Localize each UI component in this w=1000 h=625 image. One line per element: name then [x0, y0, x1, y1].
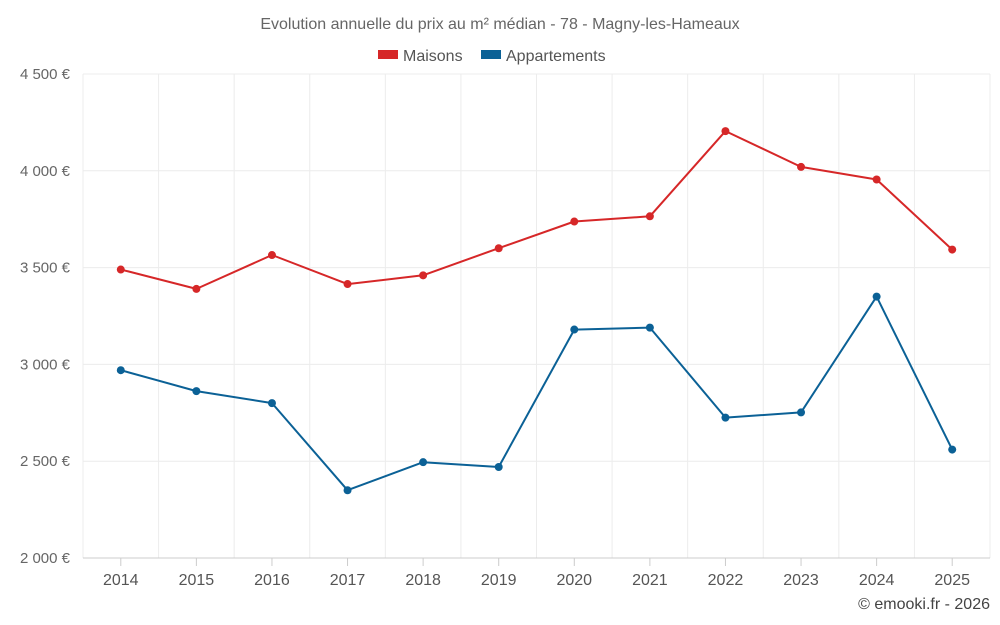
data-point-maisons[interactable]: [797, 162, 806, 171]
x-tick-label: 2016: [254, 572, 290, 589]
y-axis: 2 000 € 2 500 € 3 000 € 3 500 € 4 000 € 4 500…: [20, 66, 71, 567]
data-point-maisons[interactable]: [494, 244, 503, 253]
series-line-appartements: [120, 295, 954, 492]
y-tick-label: 2 000 €: [20, 550, 71, 567]
data-point-appartements[interactable]: [872, 292, 881, 301]
x-tick-label: 2022: [708, 572, 744, 589]
legend-swatch-appartements: [481, 50, 501, 59]
data-point-maisons[interactable]: [267, 251, 276, 260]
data-point-appartements[interactable]: [645, 323, 654, 332]
data-point-appartements[interactable]: [419, 458, 428, 467]
data-point-appartements[interactable]: [570, 325, 579, 334]
data-point-maisons[interactable]: [343, 280, 352, 289]
legend-label-maisons[interactable]: Maisons: [403, 48, 463, 65]
data-point-appartements[interactable]: [116, 366, 125, 375]
data-point-maisons[interactable]: [192, 284, 201, 293]
series-appartements: [116, 292, 957, 495]
x-axis: 2014 2015 2016 2017 2018 2019 2020 2021 2022 2023…: [83, 557, 990, 589]
y-tick-label: 4 000 €: [20, 163, 71, 180]
y-tick-label: 3 000 €: [20, 356, 71, 373]
x-tick-label: 2020: [556, 572, 592, 589]
legend-swatch-maisons: [378, 50, 398, 59]
data-point-maisons[interactable]: [721, 127, 730, 136]
data-point-appartements[interactable]: [192, 387, 201, 396]
data-point-appartements[interactable]: [343, 486, 352, 495]
legend[interactable]: Maisons Appartements: [378, 48, 606, 65]
x-tick-label: 2021: [632, 572, 668, 589]
y-tick-label: 3 500 €: [20, 260, 71, 277]
x-tick-label: 2019: [481, 572, 517, 589]
x-tick-label: 2018: [405, 572, 441, 589]
x-tick-label: 2024: [859, 572, 895, 589]
data-point-maisons[interactable]: [948, 245, 957, 254]
data-point-appartements[interactable]: [721, 413, 730, 422]
data-point-maisons[interactable]: [116, 265, 125, 274]
data-point-appartements[interactable]: [267, 399, 276, 408]
data-point-maisons[interactable]: [419, 271, 428, 280]
legend-label-appartements[interactable]: Appartements: [506, 48, 606, 65]
data-point-maisons[interactable]: [645, 212, 654, 221]
data-point-maisons[interactable]: [872, 175, 881, 184]
y-tick-label: 4 500 €: [20, 66, 71, 83]
series: [116, 127, 957, 495]
series-line-maisons: [120, 130, 953, 290]
series-maisons: [116, 127, 957, 293]
x-tick-label: 2015: [179, 572, 215, 589]
x-tick-label: 2023: [783, 572, 819, 589]
data-point-appartements[interactable]: [494, 463, 503, 472]
y-tick-label: 2 500 €: [20, 453, 71, 470]
data-point-appartements[interactable]: [797, 408, 806, 417]
x-tick-label: 2014: [103, 572, 139, 589]
data-point-appartements[interactable]: [948, 445, 957, 454]
data-point-maisons[interactable]: [570, 217, 579, 226]
chart-title: Evolution annuelle du prix au m² médian …: [260, 16, 739, 33]
x-tick-label: 2025: [934, 572, 970, 589]
x-tick-label: 2017: [330, 572, 366, 589]
grid: [82, 73, 991, 559]
credit-text: © emooki.fr - 2026: [858, 596, 990, 613]
